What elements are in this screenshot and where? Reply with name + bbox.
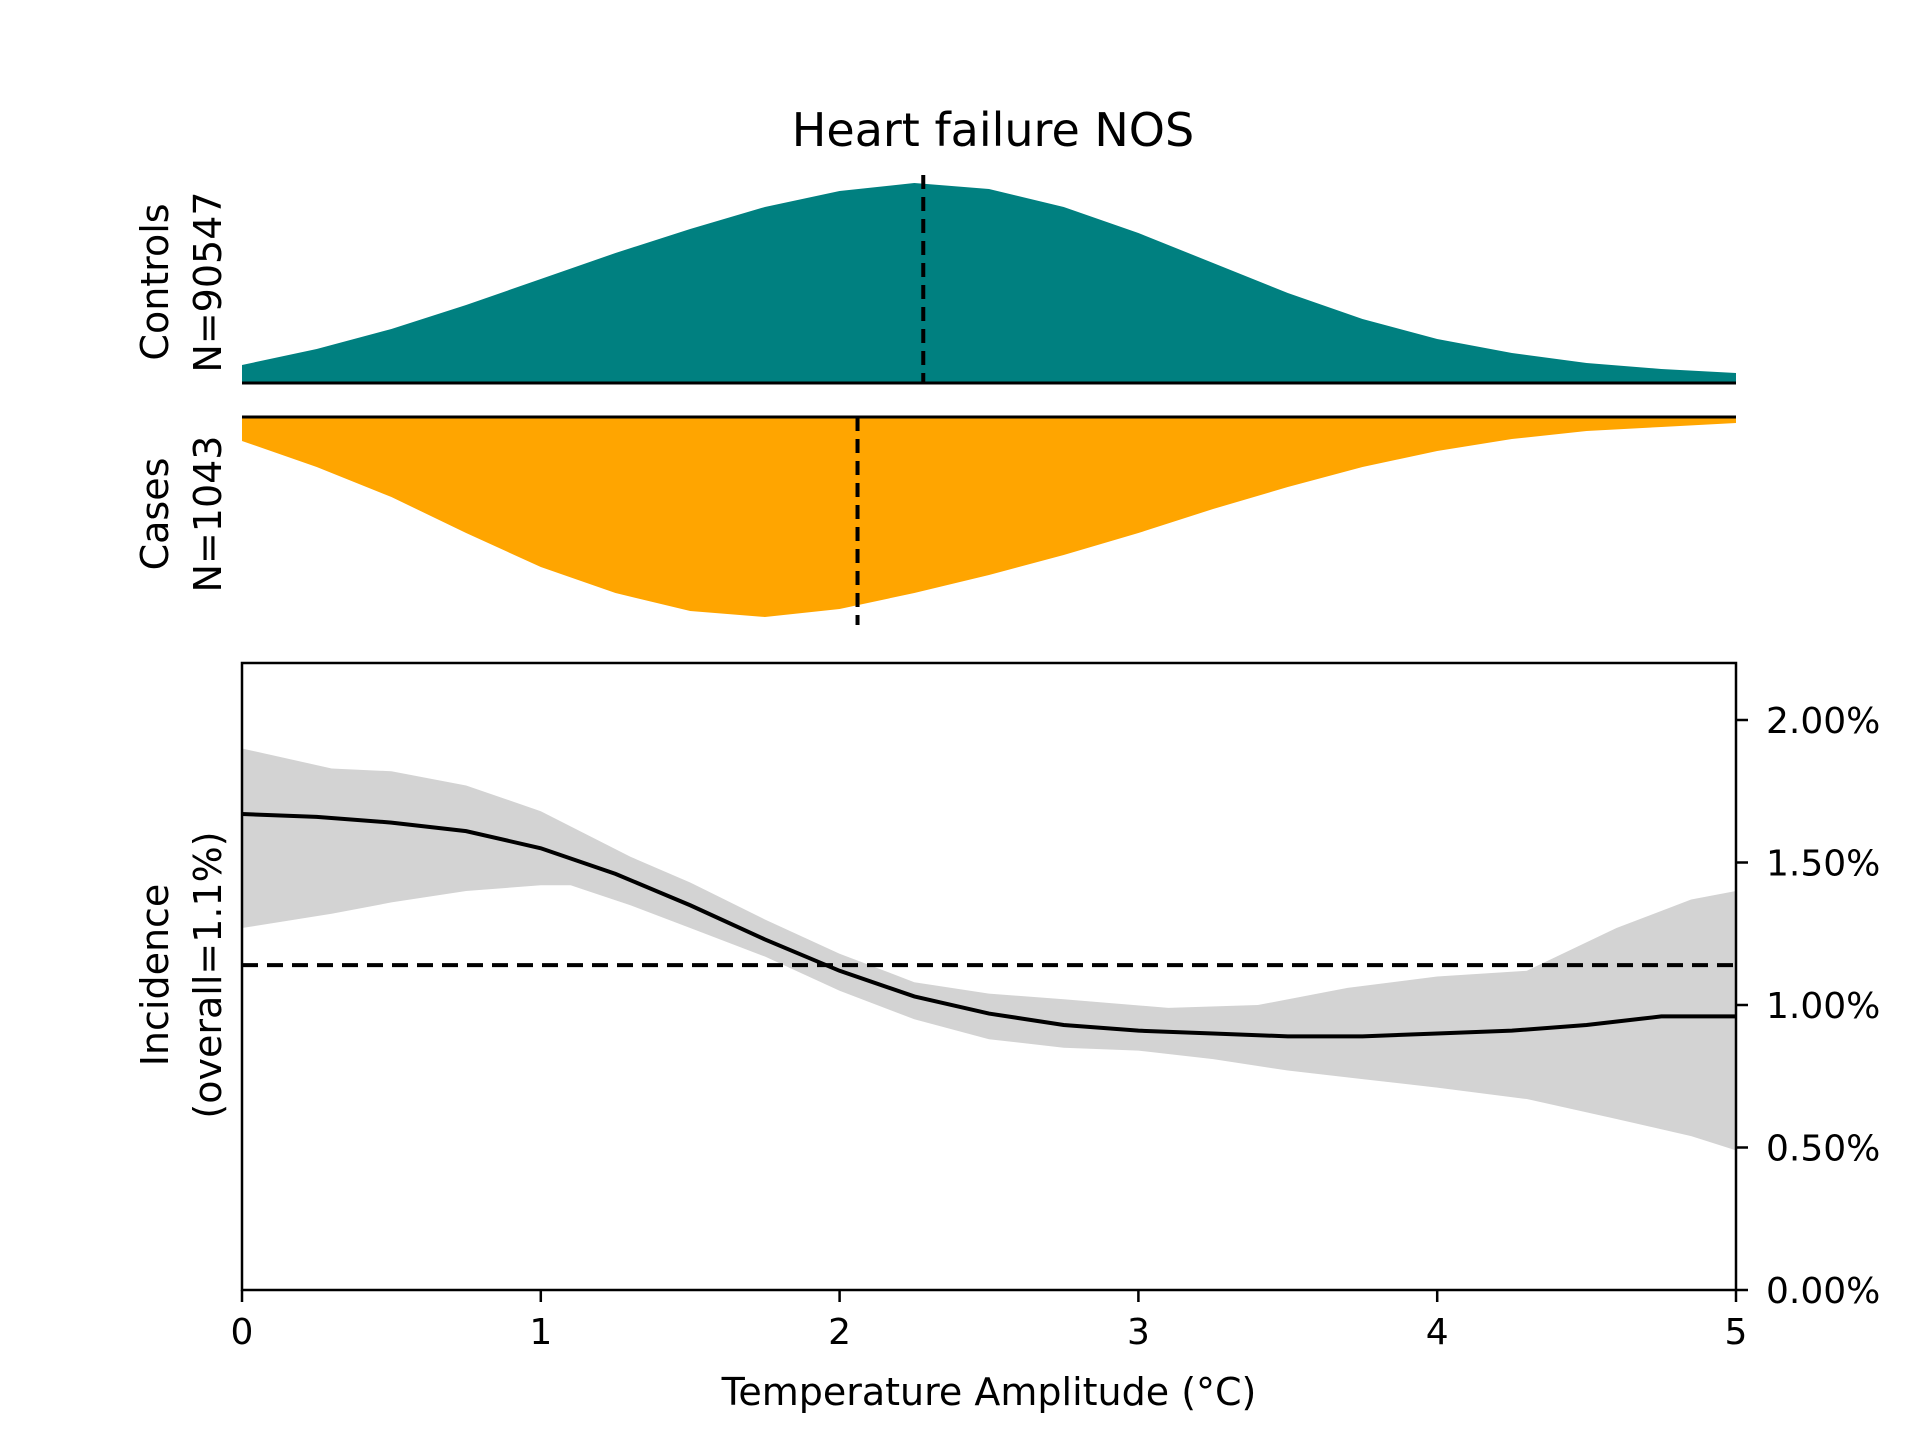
cases-density-area [242, 417, 1736, 617]
y-tick-label: 2.00% [1766, 701, 1880, 742]
y-tick-label: 1.50% [1766, 844, 1880, 885]
y-tick-label: 0.00% [1766, 1271, 1880, 1312]
incidence-ylabel: Incidence [133, 884, 177, 1067]
confidence-band [242, 748, 1736, 1151]
incidence-panel: 0.00% 0.50% 1.00% 1.50% 2.00% 0 1 2 3 4 5 Inciden… [133, 661, 1880, 1414]
controls-panel: Controls N=90547 [133, 175, 1736, 385]
y-tick-label: 1.00% [1766, 986, 1880, 1027]
x-tick-label: 2 [828, 1312, 851, 1353]
chart-title: Heart failure NOS [792, 103, 1194, 157]
controls-count: N=90547 [186, 191, 230, 372]
x-tick-label: 5 [1725, 1312, 1748, 1353]
incidence-line [242, 812, 1736, 1039]
incidence-axes-frame [240, 661, 1738, 1292]
x-axis-ticks: 0 1 2 3 4 5 [231, 1290, 1748, 1353]
y-tick-label: 0.50% [1766, 1129, 1880, 1170]
y-axis-ticks: 0.00% 0.50% 1.00% 1.50% 2.00% [1736, 701, 1880, 1312]
cases-label: Cases [133, 458, 177, 571]
x-axis-label: Temperature Amplitude (°C) [721, 1370, 1257, 1414]
controls-label: Controls [133, 203, 177, 360]
incidence-ylabel-overall: (overall=1.1%) [186, 831, 230, 1118]
x-tick-label: 1 [529, 1312, 552, 1353]
x-tick-label: 0 [231, 1312, 254, 1353]
cases-panel: Cases N=1043 [133, 415, 1736, 625]
x-tick-label: 4 [1426, 1312, 1449, 1353]
cases-count: N=1043 [186, 436, 230, 593]
x-tick-label: 3 [1127, 1312, 1150, 1353]
controls-density-area [242, 183, 1736, 383]
